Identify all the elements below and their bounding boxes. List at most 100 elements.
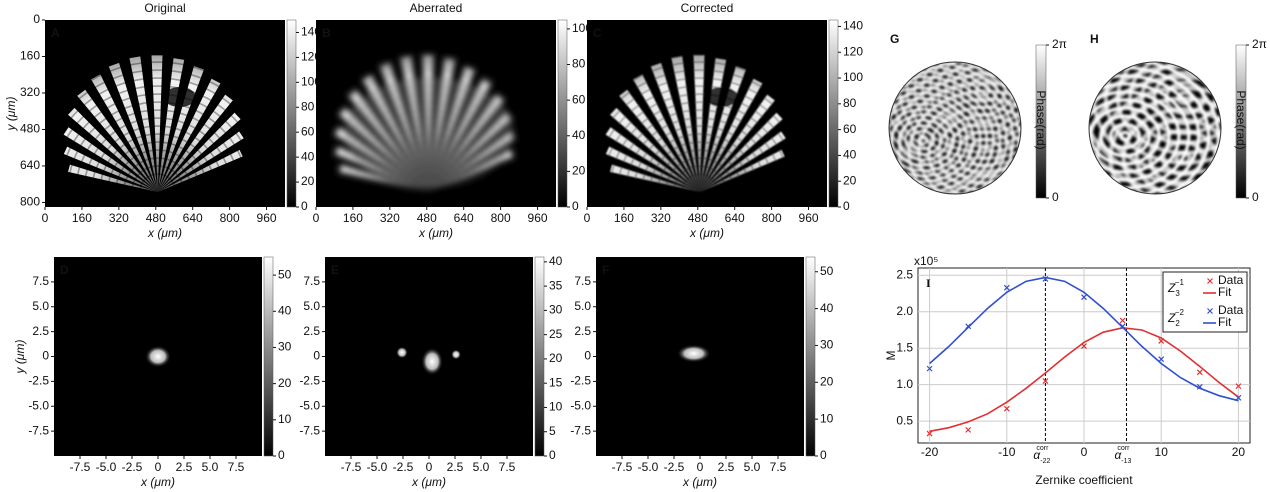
colorbar-tick-label: 50	[278, 267, 292, 281]
fringe	[897, 119, 949, 161]
y-tick-label: 5.0	[303, 299, 320, 313]
column-title: Corrected	[681, 1, 734, 15]
shell-rib	[157, 78, 221, 193]
data-marker	[1196, 369, 1203, 376]
fringe	[905, 62, 1021, 154]
colorbar-tick-label: 20	[278, 376, 292, 390]
x-tick-label: 800	[762, 211, 782, 225]
shell-band	[587, 69, 823, 207]
colorbar-tick-label: 80	[572, 57, 586, 71]
shell-band	[593, 85, 807, 207]
colorbar-tick-label: 10	[820, 411, 834, 425]
x-tick-label: 480	[417, 211, 437, 225]
colorbar-tick-label: 40	[820, 301, 834, 315]
x-tick-label: -2.5	[122, 460, 143, 474]
fringe	[956, 129, 1014, 177]
y-tick-label: 7.5	[574, 274, 591, 288]
legend-label: Z3 −1	[1167, 278, 1184, 298]
shell-band	[587, 45, 827, 123]
fit-line	[929, 326, 1239, 433]
shell-rib	[63, 146, 158, 193]
panel-letter: B	[322, 26, 331, 40]
shell-band	[316, 77, 544, 207]
colorbar	[1235, 44, 1247, 199]
colorbar	[1035, 44, 1047, 199]
fringe	[1089, 74, 1221, 194]
colorbar-tick-label: 80	[301, 99, 315, 113]
column-title: Original	[144, 1, 185, 15]
x-tick-label: -7.5	[612, 460, 633, 474]
shell-rib	[108, 62, 158, 193]
legend-label: Z2 −2	[1167, 308, 1184, 328]
corr-sub: -13	[1121, 458, 1131, 465]
y-tick-label: -7.5	[299, 423, 320, 437]
legend-sup: −1	[1175, 278, 1185, 287]
data-marker	[1081, 343, 1087, 349]
colorbar-tick-label: 40	[549, 254, 563, 268]
colorbar-label: Phase(rad)	[1234, 90, 1248, 149]
panel-letter: A	[51, 26, 60, 40]
shell-rib	[610, 164, 700, 193]
corr-sup: corr	[1117, 445, 1130, 452]
colorbar-label: Phase(rad)	[1034, 90, 1048, 149]
shell-rib	[157, 131, 244, 193]
shell-rib	[68, 164, 158, 193]
shell-band	[316, 61, 556, 170]
shell-rib	[605, 127, 700, 193]
shell-rib	[63, 127, 158, 193]
shell-rib	[609, 107, 700, 193]
x-tick-label: 480	[146, 211, 166, 225]
x-axis-label: x (μm)	[140, 475, 175, 489]
legend-data-label: Data	[1218, 303, 1244, 317]
panel-letter: G	[890, 32, 899, 46]
y-tick-label: 1.5	[896, 340, 913, 354]
image	[45, 20, 285, 207]
shell-band	[346, 109, 512, 207]
x-tick-label: 640	[454, 211, 474, 225]
shell-band	[131, 165, 185, 207]
shell-band	[45, 77, 273, 207]
y-tick-label: 0	[33, 12, 40, 26]
data-marker	[965, 323, 972, 330]
shell	[587, 45, 827, 207]
legend-fit-label: Fit	[1218, 315, 1232, 329]
y-axis-label: M	[884, 351, 898, 361]
shell-rib	[157, 149, 243, 193]
x-axis-label: x (μm)	[411, 475, 446, 489]
shell-rib	[129, 56, 158, 193]
x-axis-label: x (μm)	[682, 475, 717, 489]
data-marker	[1003, 405, 1010, 412]
shell-rib	[91, 74, 158, 193]
shell-band	[681, 173, 719, 207]
x-tick-label: 0	[584, 211, 591, 225]
shell-rib	[67, 107, 158, 193]
y-tick-label: -5.0	[570, 398, 591, 412]
colorbar-tick-label: 5	[549, 424, 556, 438]
fringe	[907, 89, 1021, 194]
colorbar-tick-label: 0	[820, 448, 827, 462]
legend-fit-label: Fit	[1218, 285, 1232, 299]
y-axis-label: y (μm)	[13, 340, 27, 375]
fringe	[889, 75, 1002, 194]
x-tick-label: 0	[426, 460, 433, 474]
x-tick-label: 960	[528, 211, 548, 225]
colorbar-tick-label: 50	[820, 264, 834, 278]
shell-band	[587, 61, 827, 170]
image	[596, 257, 804, 456]
y-tick-label: 2.5	[303, 324, 320, 338]
x-tick-label: -10	[998, 445, 1016, 459]
column-title: Aberrated	[410, 1, 463, 15]
y-tick-label: 0	[42, 349, 49, 363]
data-marker	[1196, 383, 1203, 390]
psf-spot	[395, 346, 408, 359]
psf-spot	[451, 349, 462, 360]
colorbar-tick-label: 40	[301, 149, 315, 163]
colorbar-tick-label: 100	[843, 70, 863, 84]
colorbar	[805, 256, 816, 457]
fringe	[889, 62, 1021, 173]
colorbar-tick-label: 30	[820, 338, 834, 352]
data-marker	[1003, 284, 1010, 291]
legend-data-label: Data	[1218, 273, 1244, 287]
shell-rib	[699, 78, 763, 193]
